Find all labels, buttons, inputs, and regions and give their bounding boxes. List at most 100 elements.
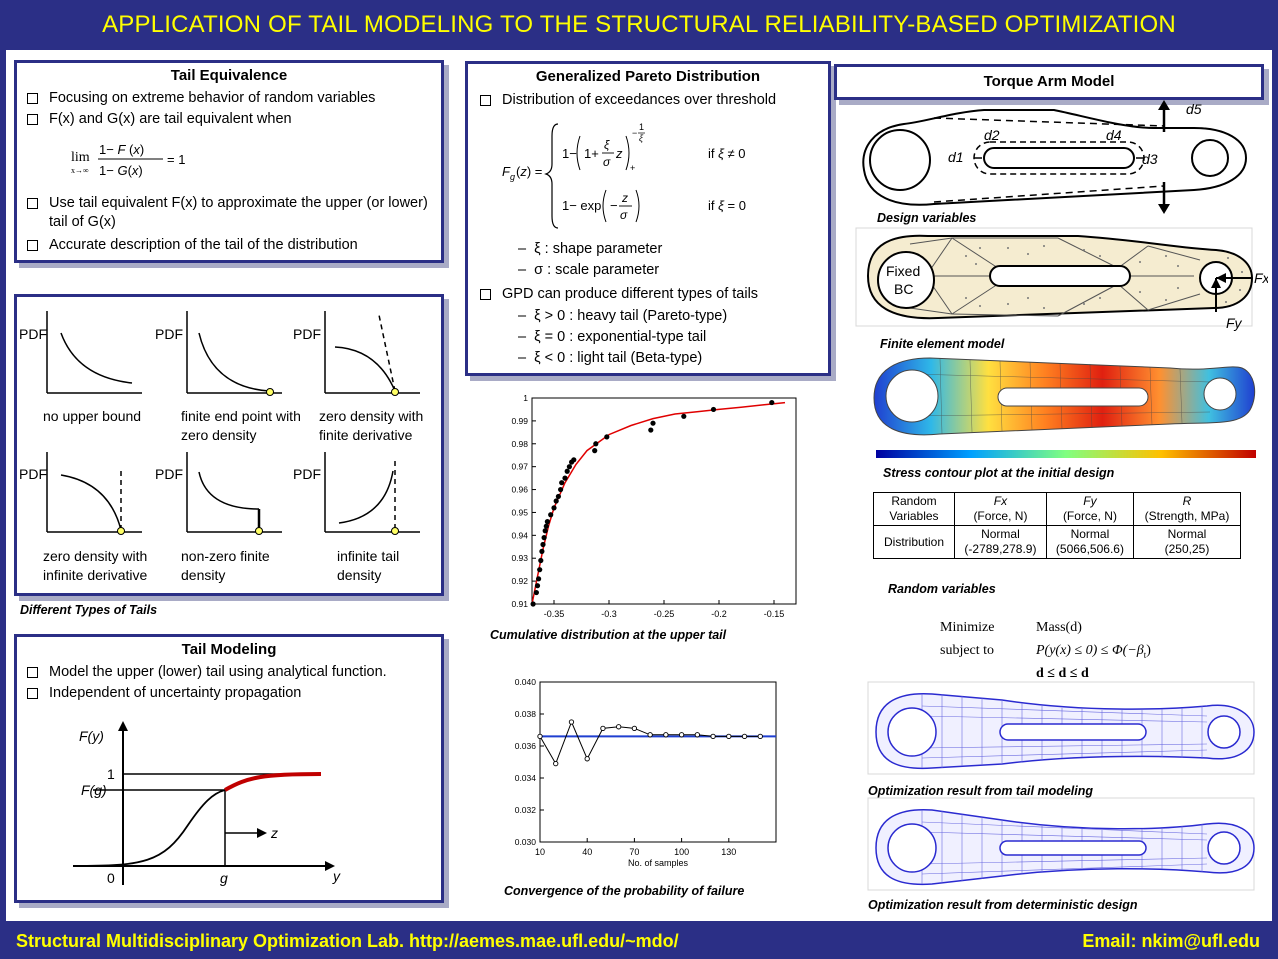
svg-text:1−: 1−	[562, 146, 577, 161]
stress-contour	[873, 357, 1256, 458]
cdf-data-point	[548, 512, 554, 518]
footer-email[interactable]: Email: nkim@ufl.edu	[1082, 931, 1260, 951]
dist-r: Normal	[1167, 527, 1207, 541]
axis-y-label: y	[332, 868, 341, 884]
conv-x-tick-label: 70	[629, 847, 639, 857]
poster-title: APPLICATION OF TAIL MODELING TO THE STRU…	[102, 11, 1176, 38]
svg-text:z: z	[615, 146, 623, 161]
axis-z-label: z	[270, 825, 278, 841]
axis-g-label: g	[220, 870, 228, 886]
conv-data-point	[600, 725, 606, 732]
gpd-param-scale-text: σ : scale parameter	[534, 262, 660, 278]
cdf-data-point	[530, 601, 536, 607]
cdf-y-tick-label: 0.93	[511, 553, 528, 563]
footer-lab-link[interactable]: Structural Multidisciplinary Optimizatio…	[16, 931, 679, 951]
header-r: R	[1182, 494, 1192, 508]
cdf-y-tick-label: 0.98	[511, 439, 528, 449]
cdf-data-point	[555, 493, 561, 500]
fem-fixed-label: Fixed	[886, 263, 920, 279]
conv-data-point	[741, 733, 748, 740]
cdf-y-tick-label: 0.96	[511, 485, 528, 495]
conv-data-point	[553, 760, 559, 767]
convergence-caption: Convergence of the probability of failur…	[504, 884, 745, 898]
cdf-data-point	[562, 475, 568, 481]
pdf-label-3: PDF	[293, 326, 321, 342]
bullet-1: Focusing on extreme behavior of random v…	[26, 90, 376, 106]
torque-arm-title: Torque Arm Model	[983, 73, 1115, 90]
header-r-unit: (Strength, MPa)	[1144, 509, 1230, 523]
conv-data-point	[663, 732, 669, 738]
tail-modeling-diagram: F(y) F(g) 1 0 g y z	[72, 721, 341, 886]
table-row: Distribution Normal (-2789,278.9) Normal(…	[873, 525, 1241, 559]
cdf-data-point	[536, 576, 542, 582]
gpd-param-shape-text: ξ : shape parameter	[534, 241, 663, 257]
svg-text:1: 1	[639, 122, 644, 132]
header-random-variables: Random Variables	[889, 494, 939, 523]
gpd-type-light: – ξ < 0 : light tail (Beta-type)	[518, 350, 703, 366]
conv-x-axis-label: No. of samples	[628, 858, 689, 868]
gpd-box: Generalized Pareto Distribution Distribu…	[465, 61, 831, 376]
cdf-chart: -0.35 -0.3 -0.25 -0.2 -0.15 0.91 0.92 0.93 0.94 0…	[511, 393, 797, 619]
conv-y-tick-label: 0.036	[515, 741, 537, 751]
bullet-2: F(x) and G(x) are tail equivalent when	[27, 111, 292, 127]
opt-det-caption: Optimization result from deterministic d…	[868, 898, 1138, 912]
svg-text:ξ: ξ	[639, 133, 644, 143]
svg-text:+: +	[630, 163, 635, 173]
cdf-data-point	[681, 413, 687, 419]
cdf-data-point	[564, 468, 570, 474]
bullet-4: Accurate description of the tail of the …	[27, 237, 358, 253]
gpd-bullet-1: Distribution of exceedances over thresho…	[479, 92, 777, 108]
opt-det-mesh	[867, 797, 1255, 891]
tail-types-caption: Different Types of Tails	[20, 603, 158, 617]
cdf-data-point	[537, 567, 543, 573]
cdf-x-tick-label: -0.35	[544, 609, 565, 619]
gpd-param-scale: – σ : scale parameter	[518, 262, 660, 278]
constraint: P(y(x) ≤ 0) ≤ Φ(−β	[1036, 643, 1144, 658]
tail-modeling-bullet-1: Model the upper (lower) tail using analy…	[27, 664, 387, 680]
tail-type-nonzero-finite	[186, 452, 282, 535]
fem-fx-label: Fx	[1254, 270, 1268, 286]
conv-plot-area	[539, 681, 777, 843]
conv-data-point	[584, 756, 590, 762]
cdf-data-point	[544, 519, 550, 525]
svg-text:1+: 1+	[584, 146, 599, 161]
conv-data-point	[726, 733, 732, 740]
conv-data-point	[568, 719, 575, 725]
gpd-type-heavy-text: ξ > 0 : heavy tail (Pareto-type)	[534, 308, 728, 324]
cdf-y-tick-label: 1	[523, 393, 528, 403]
svg-text:if ξ = 0: if ξ = 0	[708, 198, 746, 213]
conv-x-tick-label: 40	[582, 847, 592, 857]
cdf-data-point	[566, 464, 572, 470]
svg-text:1− F (x): 1− F (x)	[99, 142, 144, 157]
label-finite-derivative: zero density with finite derivative	[319, 408, 424, 443]
label-no-upper-bound: no upper bound	[43, 408, 142, 424]
axis-one-label: 1	[107, 766, 115, 782]
svg-text:1− G(x): 1− G(x)	[99, 163, 143, 178]
footer: Structural Multidisciplinary Optimizatio…	[0, 923, 1278, 959]
random-variables-table: Random Variables Fx (Force, N) Fy (Force, …	[873, 492, 1241, 559]
cdf-y-tick-label: 0.94	[511, 530, 528, 540]
pdf-label-6: PDF	[293, 466, 321, 482]
gpd-type-light-text: ξ < 0 : light tail (Beta-type)	[534, 350, 703, 366]
tail-modeling-box: Tail Modeling Model the upper (lower) ta…	[14, 634, 444, 903]
svg-text:lim: lim	[71, 150, 90, 165]
header-fx-unit: (Force, N)	[973, 509, 1028, 523]
pdf-label-5: PDF	[155, 466, 183, 482]
svg-text:−: −	[610, 198, 618, 213]
fem-fy-label: Fy	[1226, 315, 1243, 331]
opt-tail-caption: Optimization result from tail modeling	[868, 784, 1094, 798]
cdf-caption: Cumulative distribution at the upper tai…	[490, 628, 727, 642]
random-variables-caption: Random variables	[888, 582, 996, 596]
cdf-plot-area	[531, 397, 797, 605]
table-cell: Normal (-2789,278.9)	[954, 525, 1047, 559]
dim-d1: d1	[948, 149, 964, 165]
svg-text:1− exp: 1− exp	[562, 198, 601, 213]
gpd-type-exp-text: ξ = 0 : exponential-type tail	[534, 329, 707, 345]
table-header-cell: Random Variables	[873, 492, 955, 526]
conv-x-tick-label: 10	[535, 847, 545, 857]
cdf-data-point	[571, 457, 577, 463]
opt-tail-mesh	[867, 681, 1255, 775]
dim-d5: d5	[1186, 101, 1202, 117]
fem-caption: Finite element model	[880, 337, 1005, 351]
